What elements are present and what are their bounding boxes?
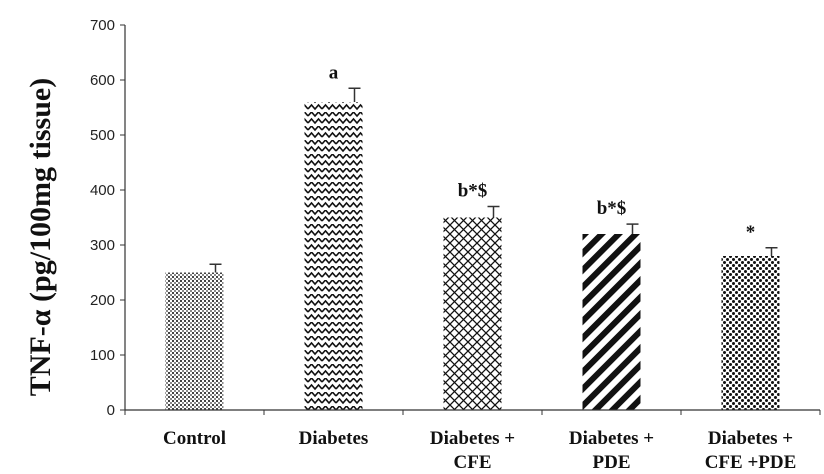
y-tick-label: 500 xyxy=(90,127,115,144)
y-tick-label: 0 xyxy=(107,402,115,419)
x-tick-label: Diabetes + xyxy=(569,428,654,449)
x-tick-label: CFE +PDE xyxy=(705,452,797,473)
x-tick-label: PDE xyxy=(593,452,631,473)
y-tick-label: 200 xyxy=(90,292,115,309)
bar xyxy=(443,217,502,410)
significance-label: b*$ xyxy=(458,181,488,202)
x-tick-label: CFE xyxy=(454,452,492,473)
x-tick-label: Diabetes xyxy=(299,428,369,449)
bar xyxy=(582,234,641,410)
y-tick-label: 400 xyxy=(90,182,115,199)
y-tick-label: 700 xyxy=(90,17,115,34)
y-axis: 0 100 200 300 400 500 600 700 xyxy=(90,17,126,419)
x-tick-label: Diabetes + xyxy=(430,428,515,449)
x-axis: Control Diabetes Diabetes + CFE Diabetes + PD… xyxy=(124,409,821,473)
bar xyxy=(721,256,780,410)
y-tick-label: 300 xyxy=(90,237,115,254)
bar xyxy=(165,272,224,410)
significance-label: b*$ xyxy=(597,198,627,219)
significance-label: * xyxy=(746,222,756,243)
bar xyxy=(304,102,363,410)
y-tick-label: 100 xyxy=(90,347,115,364)
y-tick-label: 600 xyxy=(90,72,115,89)
y-axis-label: TNF-α (pg/100mg tissue) xyxy=(24,78,57,396)
significance-label: a xyxy=(329,62,339,83)
bars-group: a b*$ b*$ * xyxy=(165,62,780,410)
x-tick-label: Diabetes + xyxy=(708,428,793,449)
x-tick-label: Control xyxy=(163,428,226,449)
